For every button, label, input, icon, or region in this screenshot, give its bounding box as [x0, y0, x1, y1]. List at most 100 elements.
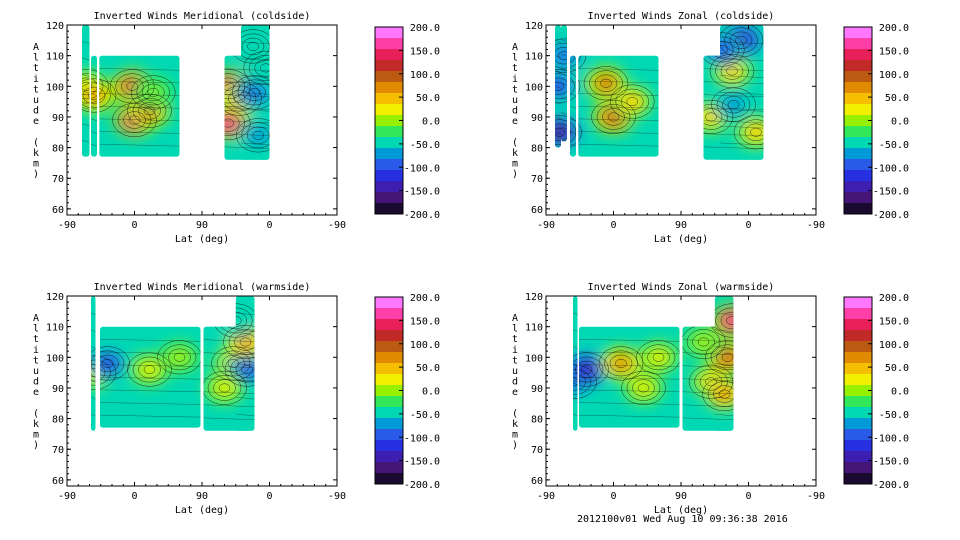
y-tick-label: 110	[525, 323, 543, 334]
chart-panel: Inverted Winds Meridional (warmside) -90 0…	[33, 282, 440, 516]
contour-line	[99, 377, 201, 380]
contour-line	[710, 344, 734, 371]
x-tick-label: -90	[537, 220, 555, 231]
x-tick-label: 90	[675, 491, 687, 502]
contour-line	[578, 93, 659, 96]
contour-line	[147, 87, 159, 97]
contour-line	[555, 73, 575, 100]
contour-line	[573, 346, 578, 349]
contour-line	[714, 329, 734, 332]
contour-line	[234, 333, 255, 351]
contour-line	[224, 107, 270, 110]
x-axis-label: Lat (deg)	[654, 234, 708, 245]
colorbar-tick-label: 150.0	[410, 316, 440, 327]
contour-line	[555, 101, 562, 104]
contour-line	[91, 413, 96, 417]
contour-line	[719, 41, 764, 45]
contour-line	[604, 350, 638, 377]
contour-line	[203, 404, 255, 407]
contour-line	[254, 59, 270, 77]
contour-line	[555, 119, 577, 146]
contour-line	[626, 375, 661, 401]
contour-line	[729, 31, 753, 49]
contour-line	[715, 307, 734, 334]
y-tick-label: 80	[531, 415, 543, 426]
contour-line	[138, 102, 161, 120]
contour-line	[203, 391, 255, 394]
colorbar-tick-label: -100.0	[404, 433, 440, 444]
colorbar-segment	[844, 71, 872, 83]
contour-line	[223, 324, 255, 360]
x-tick-label: 0	[131, 220, 137, 231]
colorbar-tick-label: 200.0	[879, 293, 909, 304]
contour-line	[235, 329, 255, 332]
colorbar-segment	[844, 396, 872, 408]
contour-line	[591, 99, 636, 134]
colorbar-tick-label: -150.0	[404, 187, 440, 198]
contour-line	[203, 365, 255, 368]
colorbar-segment	[375, 148, 403, 160]
contour-line	[99, 80, 180, 84]
colorbar-segment	[375, 418, 403, 430]
contour-line	[241, 37, 265, 56]
colorbar-segment	[844, 49, 872, 61]
contour-line	[121, 77, 144, 95]
contour-line	[136, 79, 170, 106]
contour-line	[719, 125, 764, 129]
contour-line	[240, 125, 270, 129]
colorbar-segment	[375, 473, 403, 485]
contour-line	[714, 413, 734, 417]
contour-line	[720, 62, 744, 80]
y-tick-label: 60	[531, 205, 543, 216]
colorbar-tick-label: -50.0	[410, 140, 440, 151]
contour-line	[99, 118, 180, 122]
colorbar-segment	[375, 429, 403, 441]
chart-title: Inverted Winds Meridional (warmside)	[94, 282, 311, 293]
contour-line	[240, 75, 270, 78]
colorbar-tick-label: 200.0	[410, 23, 440, 34]
contour-line	[91, 380, 96, 383]
contour-line	[578, 68, 659, 71]
y-tick-label: 60	[52, 476, 64, 487]
contour-line	[224, 68, 270, 71]
contour-line	[578, 351, 680, 355]
contour-line	[594, 74, 618, 92]
x-tick-label: 0	[266, 220, 272, 231]
x-tick-label: -90	[328, 491, 346, 502]
contour-line	[573, 352, 609, 387]
chart-title: Inverted Winds Zonal (warmside)	[588, 282, 775, 293]
contour-line	[241, 122, 270, 149]
contour-line	[569, 106, 577, 109]
contour-line	[703, 107, 764, 110]
x-axis-label: Lat (deg)	[175, 505, 229, 516]
colorbar-tick-label: 100.0	[879, 70, 909, 81]
contour-line	[82, 90, 90, 94]
contour-line	[203, 417, 255, 421]
contour-line	[131, 75, 176, 110]
colorbar-tick-label: -50.0	[410, 410, 440, 421]
colorbar-tick-label: 50.0	[416, 363, 440, 374]
colorbar-segment	[375, 137, 403, 149]
contour-line	[721, 352, 734, 362]
colorbar-segment	[375, 374, 403, 386]
contour-line	[555, 127, 566, 137]
contour-line	[697, 337, 710, 347]
contour-line	[240, 41, 270, 45]
y-tick-label: 100	[525, 353, 543, 364]
contour-line	[82, 86, 106, 105]
contour-line	[91, 363, 96, 366]
colorbar-tick-label: 150.0	[879, 316, 909, 327]
contour-line	[621, 92, 644, 111]
colorbar-tick-label: 200.0	[879, 23, 909, 34]
y-tick-label: 90	[531, 384, 543, 395]
contour-line	[560, 53, 568, 57]
contour-line	[237, 79, 270, 106]
colorbar-segment	[844, 352, 872, 364]
contour-line	[82, 107, 90, 110]
contour-line	[99, 106, 180, 109]
contour-line	[168, 348, 191, 366]
contour-line	[739, 119, 764, 146]
colorbar-tick-label: 50.0	[416, 93, 440, 104]
contour-line	[735, 35, 747, 45]
